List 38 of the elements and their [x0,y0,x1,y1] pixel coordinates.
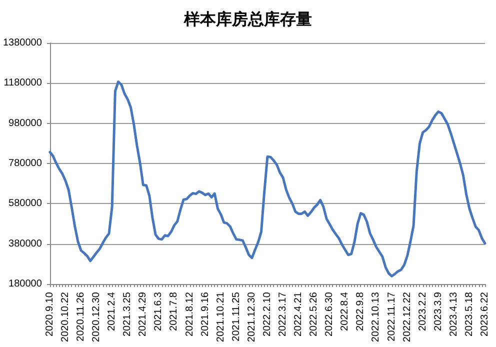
x-tick-label: 2021.9.16 [200,292,211,336]
x-tick-label: 2020.10.22 [60,292,71,342]
x-tick-label: 2020.9.10 [44,292,56,336]
x-tick-label: 2021.8.12 [184,292,196,336]
x-tick-label: 2023.6.22 [480,292,490,336]
x-tick-label: 2023.5.18 [464,292,475,336]
x-tick-label: 2022.10.13 [370,292,382,342]
y-tick-label: 1380000 [2,38,42,48]
x-tick-label: 2022.12.22 [402,292,413,342]
x-tick-label: 2023.4.13 [448,292,460,336]
x-tick-label: 2022.3.17 [278,292,289,336]
x-tick-label: 2022.11.17 [386,292,398,342]
line-series [48,80,486,278]
x-tick-label: 2023.3.9 [432,292,444,331]
x-tick-label: 2021.12.30 [246,292,258,342]
x-tick-label: 2020.11.26 [76,292,87,342]
x-tick-label: 2021.7.8 [168,292,180,331]
x-tick-label: 2021.3.25 [122,292,134,336]
x-tick-label: 2022.6.30 [324,292,336,336]
x-tick-label: 2023.2.2 [417,292,428,331]
y-tick-label: 1180000 [4,78,42,89]
x-tick-label: 2021.2.4 [106,292,118,331]
x-tick-label: 2021.10.21 [215,292,226,342]
x-tick-label: 2022.9.8 [355,292,366,331]
x-tick-label: 2021.6.3 [153,292,164,331]
x-tick-label: 2021.4.29 [138,292,149,336]
y-tick-label: 980000 [8,118,42,129]
y-tick-label: 380000 [8,238,42,250]
x-tick-label: 2022.8.4 [340,292,351,331]
x-tick-label: 2022.5.26 [308,292,320,336]
x-tick-label: 2022.2.10 [262,292,273,336]
x-tick-label: 2021.11.25 [230,292,242,342]
x-tick-label: 2022.4.21 [293,292,304,336]
y-tick-label: 780000 [8,158,42,169]
x-tick-label: 2020.12.30 [91,292,102,342]
y-tick-label: 580000 [8,198,42,210]
chart-title: 样本库房总库存量 [183,10,312,28]
y-tick-label: 180000 [8,278,42,290]
